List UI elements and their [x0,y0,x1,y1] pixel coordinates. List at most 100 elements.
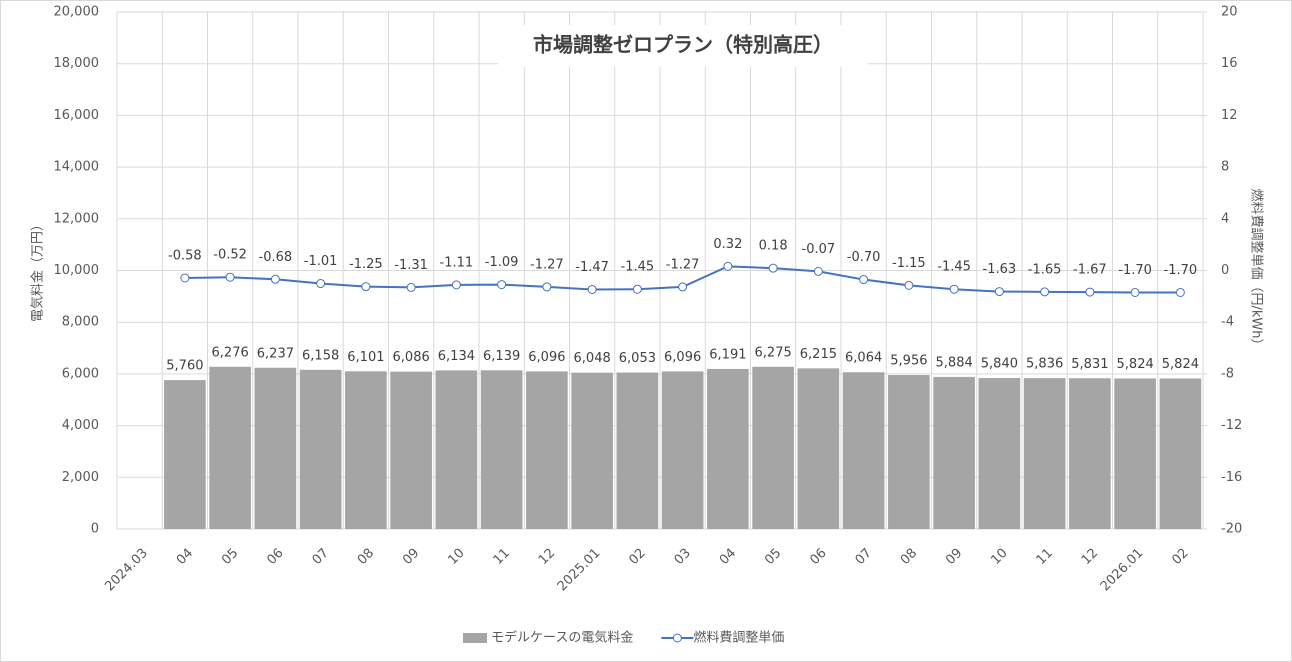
line-value-label: -0.68 [259,250,293,265]
bar [707,368,749,529]
line-value-label: -1.31 [394,258,428,273]
chart-title: 市場調整ゼロプラン（特別高圧） [533,33,833,57]
line-marker [1130,287,1140,297]
y-axis-label: 電気料金（万円） [30,218,46,322]
line-marker [859,275,869,285]
line-value-label: -1.25 [349,257,383,272]
bar [345,371,387,529]
line-value-label: -1.15 [892,256,926,271]
bar-value-label: 6,158 [302,348,339,363]
bar-value-label: 6,191 [709,347,746,362]
y-tick-label: 4,000 [62,418,99,433]
bar [1069,378,1111,529]
line-marker [542,282,552,292]
y-tick-label: 2,000 [62,470,99,485]
bar [752,366,794,529]
legend-swatch-marker [672,633,682,643]
grid [116,11,1207,530]
y-tick-label: 18,000 [54,56,100,71]
line-marker [225,272,235,282]
bar-value-label: 6,275 [755,345,792,360]
line-value-label: -1.47 [575,260,609,275]
line-value-label: -1.09 [485,255,519,270]
bar [616,372,659,529]
bar-value-label: 5,884 [936,355,973,370]
line-value-label: -1.70 [1164,263,1198,278]
line-marker [678,282,688,292]
y-tick-label: 8,000 [62,315,99,330]
y-tick-label: 16,000 [54,108,100,123]
y2-tick-label: 8 [1221,160,1229,175]
bar [164,380,206,529]
bar [435,370,478,529]
y2-tick-label: -12 [1221,418,1242,433]
y-tick-label: 12,000 [54,211,100,226]
line-marker [497,280,507,290]
y-tick-label: 20,000 [54,5,100,20]
line-marker [904,280,914,290]
line-value-label: 0.18 [759,239,788,254]
line-marker [723,261,733,271]
bar [661,371,704,529]
y-tick-label: 10,000 [54,263,100,278]
line-marker [406,282,416,292]
bar [254,367,297,529]
line-marker [361,282,371,292]
bar-value-label: 5,831 [1071,357,1108,372]
bar [571,372,613,529]
bar [1114,378,1156,529]
line-value-label: -1.27 [666,257,700,272]
line-value-label: -1.11 [440,255,474,270]
bar [390,371,432,529]
y2-tick-label: 20 [1221,5,1238,20]
line-marker [632,284,642,294]
line-value-label: -1.01 [304,254,338,269]
bar-value-label: 6,086 [393,350,430,365]
y2-tick-label: 12 [1221,108,1238,123]
line-value-label: -1.45 [621,260,655,275]
y-tick-label: 6,000 [62,366,99,381]
y2-tick-label: 4 [1221,211,1229,226]
line-value-label: -0.70 [847,250,881,265]
line-value-label: -1.70 [1118,263,1152,278]
y2-tick-label: -8 [1221,366,1234,381]
bar-value-label: 6,048 [574,351,611,366]
bar [1159,378,1202,529]
line-marker [451,280,461,290]
bar [933,376,975,529]
bar-value-label: 6,139 [483,349,520,364]
line-marker [949,284,959,294]
legend-label: モデルケースの電気料金 [491,630,633,646]
bar-value-label: 6,053 [619,351,656,366]
bar [978,378,1021,529]
bar-value-label: 5,824 [1162,357,1199,372]
bar-value-label: 5,840 [981,357,1018,372]
line-marker [587,284,597,294]
y2-tick-label: -4 [1221,315,1234,330]
y-tick-label: 0 [91,522,99,537]
marks [164,261,1202,529]
title-box [498,25,868,67]
line-marker [180,273,190,283]
bar [299,369,342,529]
bar-value-label: 6,134 [438,349,475,364]
line-marker [813,266,823,276]
bar-value-label: 6,064 [845,351,882,366]
y2-tick-label: -16 [1221,470,1242,485]
line-value-label: -0.07 [802,242,836,257]
line-marker [994,287,1004,297]
line-value-label: -1.27 [530,257,564,272]
line-marker [270,274,280,284]
y-tick-label: 14,000 [54,160,100,175]
y2-tick-label: 16 [1221,56,1238,71]
line-value-label: -0.52 [213,248,247,263]
bar-value-label: 5,956 [890,354,927,369]
bar-value-label: 6,276 [212,345,249,360]
line-marker [1175,287,1185,297]
bar-value-label: 5,836 [1026,357,1063,372]
bar [480,370,523,529]
line-marker [768,263,778,273]
